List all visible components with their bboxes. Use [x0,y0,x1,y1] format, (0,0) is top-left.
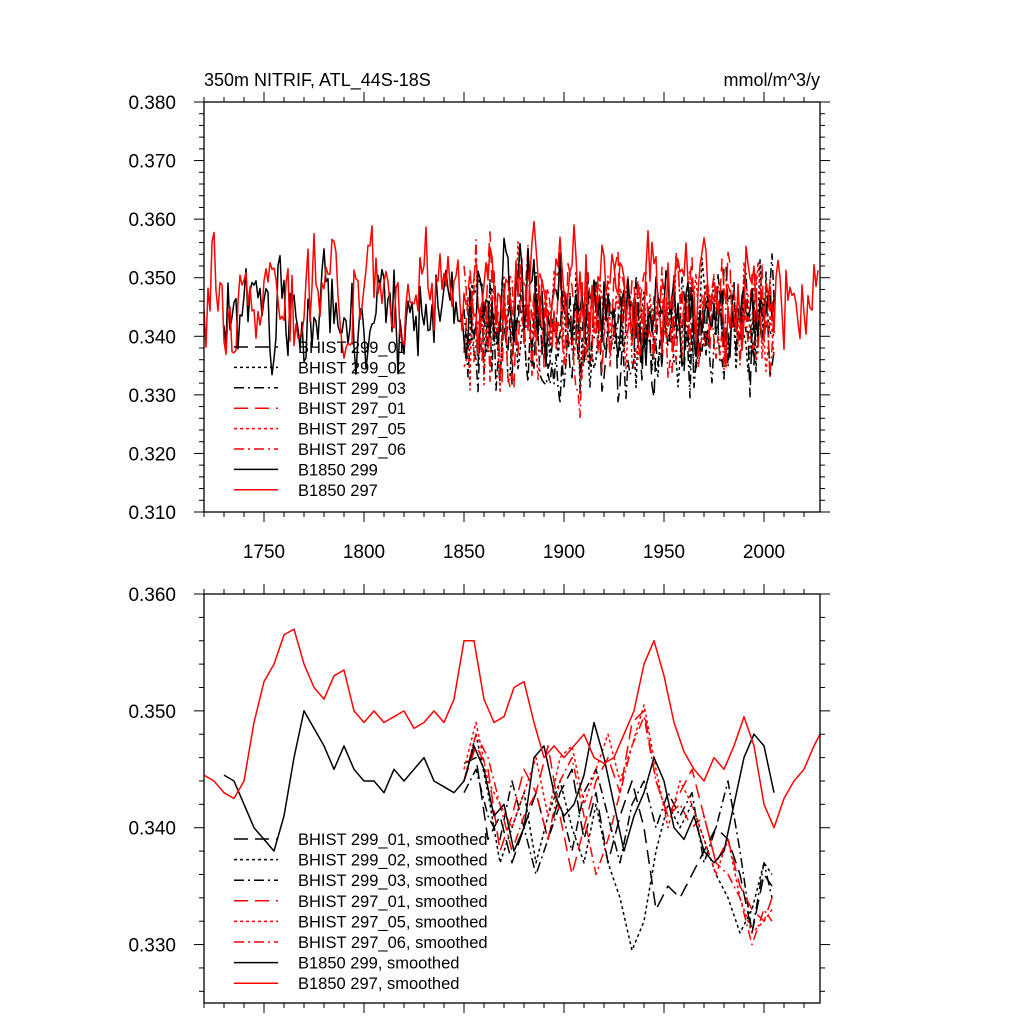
series-line-bhist-297-06-smoothed [463,715,773,946]
plot-frame [203,593,821,1004]
legend-label-bhist-297-05-smoothed: BHIST 297_05, smoothed [298,913,488,931]
bottom-axes: 0.330 0.340 0.350 0.360 [128,584,830,1013]
chart-units-label: mmol/m^3/y [724,70,820,90]
series-line-b1850-297-smoothed [204,628,820,829]
legend-label-b1850-297-smoothed: B1850 297, smoothed [298,975,459,993]
y-tick-label: 0.320 [128,444,176,465]
legend-label-bhist-299-02-smoothed: BHIST 299_02, smoothed [298,852,488,870]
y-tick-label: 0.310 [128,503,176,524]
y-tick-label: 0.350 [128,269,176,290]
series-line-b1850-297 [204,220,819,368]
top-axes: 1750 1800 1850 1900 1950 2000 0.310 0.320 0.330 0… [128,92,830,563]
series-line-bhist-297-01-smoothed [463,710,773,922]
x-tick-label: 1750 [243,542,285,563]
legend-label-bhist-297-06: BHIST 297_06 [298,441,406,459]
legend-label-bhist-299-03-smoothed: BHIST 299_03, smoothed [298,872,488,890]
series-line-bhist-299-03 [463,253,775,405]
series-line-bhist-299-01-smoothed [463,756,773,934]
y-tick-label: 0.350 [128,702,176,723]
legend-label-bhist-297-01: BHIST 297_01 [298,400,406,418]
x-tick-label: 1950 [643,542,685,563]
x-tick-label: 1800 [343,542,385,563]
y-tick-label: 0.340 [128,327,176,348]
series-line-b1850-299-smoothed [223,710,775,864]
y-tick-label: 0.370 [128,152,176,173]
legend-label-bhist-299-01-smoothed: BHIST 299_01, smoothed [298,831,488,849]
y-tick-label: 0.330 [128,386,176,407]
bottom-series-lines [204,628,820,952]
y-tick-label: 0.360 [128,585,176,606]
series-line-b1850-299 [223,237,775,376]
series-line-bhist-299-02-smoothed [463,733,773,952]
top-legend: BHIST 299_01 BHIST 299_02 BHIST 299_03 BHIS… [234,339,406,500]
x-tick-label: 1850 [443,542,485,563]
y-tick-label: 0.340 [128,819,176,840]
top-panel: 350m NITRIF, ATL_44S-18S mmol/m^3/y 1750… [128,70,830,563]
legend-label-b1850-299-smoothed: B1850 299, smoothed [298,955,459,973]
bottom-panel: 0.330 0.340 0.350 0.360 BHIST 299_01, smoot… [128,584,830,1013]
plot-frame [203,101,821,513]
legend-label-b1850-297: B1850 297 [298,482,378,500]
legend-label-bhist-297-01-smoothed: BHIST 297_01, smoothed [298,893,488,911]
legend-label-bhist-297-05: BHIST 297_05 [298,421,406,439]
legend-label-bhist-299-02: BHIST 299_02 [298,359,406,377]
bottom-legend: BHIST 299_01, smoothed BHIST 299_02, smoo… [234,831,488,993]
y-tick-label: 0.330 [128,936,176,957]
legend-label-b1850-299: B1850 299 [298,461,378,479]
y-tick-label: 0.380 [128,93,176,114]
legend-label-bhist-299-03: BHIST 299_03 [298,380,406,398]
x-tick-label: 1900 [543,542,585,563]
legend-label-bhist-297-06-smoothed: BHIST 297_06, smoothed [298,934,488,952]
series-line-bhist-299-03-smoothed [463,768,773,934]
top-series-lines [204,220,819,419]
chart-title-left: 350m NITRIF, ATL_44S-18S [204,70,431,91]
y-tick-label: 0.360 [128,210,176,231]
legend-label-bhist-299-01: BHIST 299_01 [298,339,406,357]
x-tick-label: 2000 [743,542,785,563]
